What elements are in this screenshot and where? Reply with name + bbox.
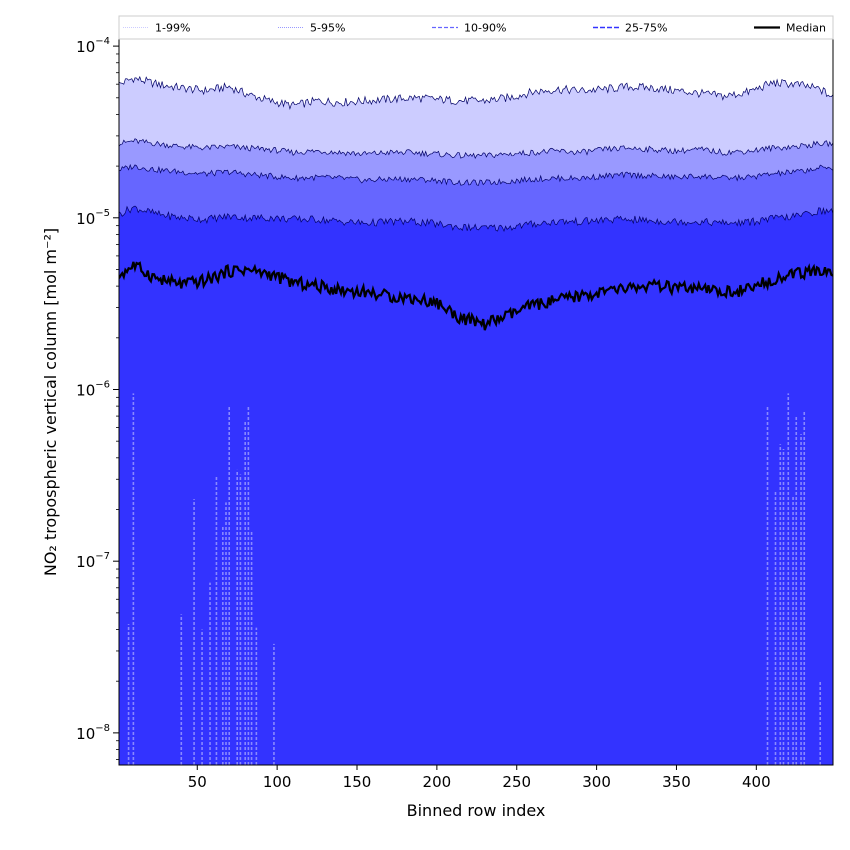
y-tick-exponent: −6 <box>95 379 110 390</box>
x-tick-label: 300 <box>582 773 611 791</box>
y-axis-label: NO₂ tropospheric vertical column [mol m⁻… <box>41 228 60 576</box>
y-tick-exponent: −5 <box>95 208 110 219</box>
x-axis: 50 100 150 200 250 300 350 400 <box>188 765 771 791</box>
legend-label-5-95: 5-95% <box>310 22 345 35</box>
y-tick-base: 10 <box>76 210 95 228</box>
band-25-75-fill <box>119 206 833 765</box>
legend-label-25-75: 25-75% <box>625 22 667 35</box>
y-axis: 10−810−710−610−510−4 <box>76 36 119 760</box>
y-tick-base: 10 <box>76 725 95 743</box>
y-tick-label: 10−4 <box>76 36 110 56</box>
y-tick-base: 10 <box>76 381 95 399</box>
y-tick-exponent: −8 <box>95 723 110 734</box>
band-10-90-edge <box>119 163 833 186</box>
y-tick-label: 10−6 <box>76 379 110 399</box>
y-tick-base: 10 <box>76 553 95 571</box>
x-tick-label: 50 <box>188 773 207 791</box>
legend-label-median: Median <box>786 22 826 35</box>
legend: 1-99% 5-95% 10-90% 25-75% Median <box>118 15 834 40</box>
y-tick-base: 10 <box>76 38 95 56</box>
x-tick-label: 250 <box>502 773 531 791</box>
x-tick-label: 200 <box>423 773 452 791</box>
median-line <box>119 261 833 331</box>
x-tick-label: 350 <box>662 773 691 791</box>
plot-area <box>119 75 833 765</box>
y-tick-label: 10−5 <box>76 208 110 228</box>
y-tick-label: 10−7 <box>76 551 110 571</box>
y-tick-exponent: −4 <box>95 36 110 47</box>
legend-frame <box>118 15 834 40</box>
x-tick-label: 100 <box>263 773 292 791</box>
band-25-75-edge <box>119 205 833 232</box>
x-axis-label: Binned row index <box>407 801 546 820</box>
legend-label-10-90: 10-90% <box>464 22 506 35</box>
x-tick-label: 150 <box>343 773 372 791</box>
y-tick-label: 10−8 <box>76 723 110 743</box>
y-tick-exponent: −7 <box>95 551 110 562</box>
legend-label-1-99: 1-99% <box>155 22 190 35</box>
x-tick-label: 400 <box>742 773 771 791</box>
band-5-95-edge <box>119 138 833 159</box>
band-1-99-edge <box>119 75 833 110</box>
